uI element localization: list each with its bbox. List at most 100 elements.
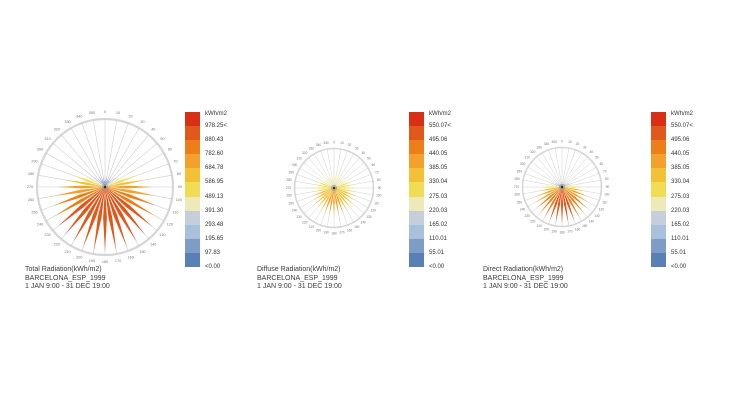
rose-guide-line [92, 119, 106, 188]
rose-petal [64, 179, 105, 187]
rose-petal [334, 188, 348, 212]
degree-label: 40 [361, 151, 365, 155]
degree-label: 280 [287, 178, 293, 182]
degree-label: 0 [104, 110, 106, 114]
rose-petal [334, 188, 339, 216]
degree-label: 50 [595, 156, 599, 160]
degree-label: 210 [64, 250, 70, 254]
rose-center-dot [560, 185, 564, 189]
legend-color-segment [409, 112, 424, 127]
degree-label: 10 [116, 111, 120, 115]
rose-petal [53, 187, 105, 206]
chart-title: Direct Radiation(kWh/m2) [483, 266, 564, 273]
degree-label: 10 [340, 141, 344, 145]
rose-guide-line [536, 156, 563, 188]
legend-value-label: 684.78 [205, 165, 224, 172]
degree-label: 130 [159, 233, 165, 237]
legend-color-segment [185, 224, 200, 240]
degree-label: 200 [76, 255, 82, 259]
legend-value-label: 97.83 [205, 249, 221, 256]
rose-petal [322, 173, 334, 188]
degree-label: 270 [514, 185, 520, 189]
rose-petal [83, 187, 105, 248]
legend-value-label: 978.25< [205, 123, 227, 130]
rose-petal [333, 170, 335, 188]
degree-label: 270 [27, 185, 33, 189]
degree-label: 330 [537, 145, 543, 149]
rose-petal [562, 187, 580, 218]
rose-petal [553, 182, 562, 187]
degree-label: 90 [178, 185, 182, 189]
rose-petal [105, 172, 131, 187]
rose-petal [562, 187, 585, 214]
rose-petal [334, 170, 338, 188]
rose-guide-line [554, 148, 563, 188]
rose-petal [105, 187, 127, 248]
rose-petal [105, 187, 137, 242]
rose-guide-line [561, 148, 570, 188]
degree-label: 250 [289, 201, 295, 205]
rose-petal [334, 180, 354, 188]
rose-petal [334, 188, 352, 209]
rose-petal [562, 182, 575, 187]
legend-direct-radiation: kWh/m2 550.07< 495.06 440.05 385.05 330.04 275… [651, 111, 711, 275]
degree-label: 280 [515, 177, 521, 181]
degree-label: 160 [347, 229, 353, 233]
degree-label: 310 [524, 156, 530, 160]
degree-label: 90 [606, 185, 610, 189]
legend-value-label: 165.02 [429, 221, 448, 228]
degree-label: 70 [603, 169, 607, 173]
legend-value-label: 440.05 [429, 151, 448, 158]
legend-color-segment [409, 196, 424, 212]
total-radiation-title-block: Total Radiation(kWh/m2) BARCELONA_ESP_19… [25, 266, 110, 292]
rose-petal [544, 187, 562, 218]
legend-color-segment [651, 238, 666, 254]
degree-label: 210 [537, 224, 543, 228]
legend-color-segment [651, 140, 666, 155]
rose-petal [312, 184, 334, 188]
degree-label: 100 [376, 194, 382, 198]
degree-label: 300 [37, 148, 43, 152]
chart-location: BARCELONA_ESP_1999 [483, 274, 564, 282]
chart-title: Total Radiation(kWh/m2) [25, 266, 102, 273]
rose-petal [334, 178, 352, 188]
rose-petal [105, 187, 157, 206]
legend-value-label: 165.02 [671, 221, 690, 228]
degree-label: 80 [605, 177, 609, 181]
rose-petal [334, 187, 357, 189]
legend-value-label: <0.00 [429, 264, 445, 270]
rose-petal [549, 187, 562, 222]
rose-petal [562, 187, 589, 197]
rose-petal [93, 187, 105, 251]
legend-value-label: 385.05 [671, 165, 690, 172]
degree-label: 160 [575, 228, 581, 232]
rose-petal [105, 187, 156, 196]
degree-label: 190 [323, 231, 329, 235]
rose-center-ring [331, 185, 337, 191]
rose-petal [562, 187, 569, 224]
degree-label: 340 [544, 142, 550, 146]
chart-period: 1 JAN 9:00 - 31 DEC 19:00 [25, 283, 110, 290]
degree-label: 170 [115, 259, 121, 263]
rose-petal [103, 187, 107, 252]
rose-guide-line [561, 152, 582, 188]
degree-label: 270 [286, 186, 292, 190]
rose-petal [327, 171, 334, 188]
degree-label: 120 [599, 208, 605, 212]
legend-color-segment [409, 224, 424, 240]
degree-label: 250 [517, 200, 523, 204]
degree-label: 120 [371, 209, 377, 213]
rose-petal [562, 187, 589, 203]
rose-petal [311, 188, 334, 193]
degree-label: 150 [139, 250, 145, 254]
degree-label: 290 [517, 169, 523, 173]
rose-petal [316, 188, 334, 209]
degree-label: 350 [89, 111, 95, 115]
degree-label: 300 [292, 163, 298, 167]
legend-color-segment [651, 154, 666, 169]
rose-petal [89, 173, 105, 187]
degree-label: 50 [160, 137, 164, 141]
degree-label: 240 [292, 209, 298, 213]
legend-value-label: 275.03 [429, 193, 448, 200]
